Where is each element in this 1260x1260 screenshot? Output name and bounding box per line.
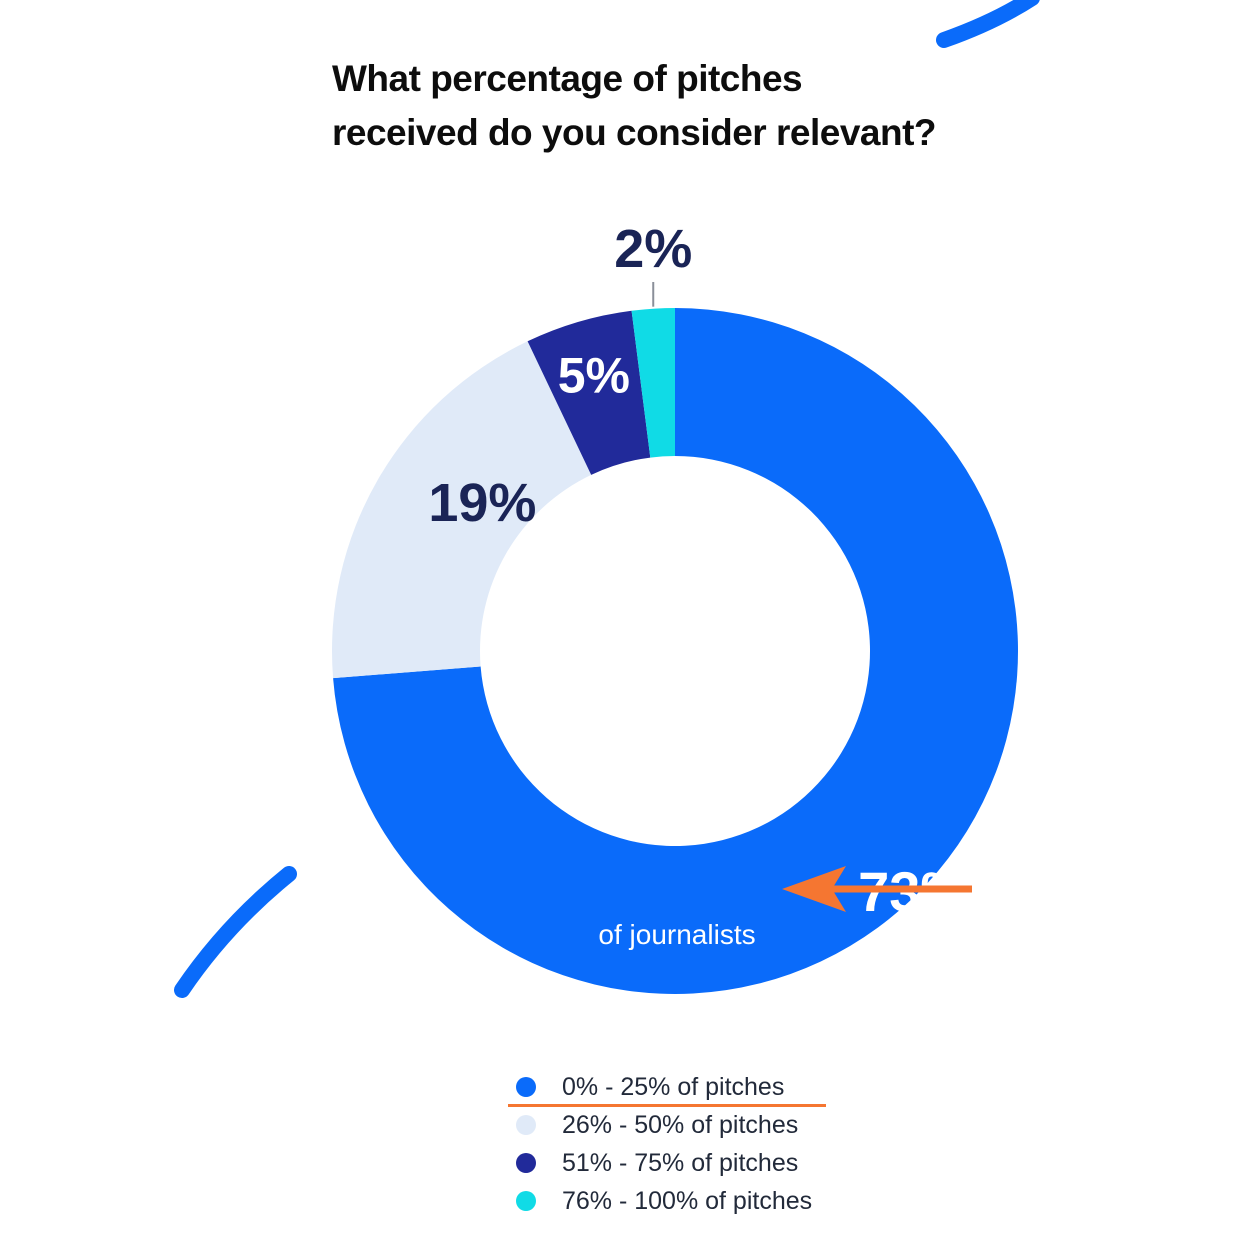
- legend: 0% - 25% of pitches 26% - 50% of pitches 5…: [508, 1068, 936, 1220]
- legend-highlight-underline: [508, 1104, 826, 1107]
- slice-label-3: 2%: [614, 219, 692, 279]
- legend-item-1: 26% - 50% of pitches: [516, 1106, 936, 1144]
- chart-title: What percentage of pitches received do y…: [332, 52, 1092, 160]
- annotation-arrow-head: [782, 866, 846, 912]
- legend-swatch-3: [516, 1191, 536, 1211]
- slice-3: [631, 308, 675, 458]
- legend-label-3: 76% - 100% of pitches: [562, 1186, 813, 1215]
- decor-stroke-top-right: [936, 0, 1040, 48]
- legend-item-2: 51% - 75% of pitches: [516, 1144, 936, 1182]
- annotation-arrow: [782, 866, 972, 912]
- legend-swatch-2: [516, 1153, 536, 1173]
- slice-labels: 73%19%5%2%: [428, 219, 970, 923]
- legend-item-3: 76% - 100% of pitches: [516, 1182, 936, 1220]
- legend-label-1: 26% - 50% of pitches: [562, 1110, 799, 1139]
- legend-swatch-0: [516, 1077, 536, 1097]
- chart-title-line-2: received do you consider relevant?: [332, 112, 937, 153]
- slice-0: [333, 308, 1019, 994]
- decor-stroke-bottom-left: [174, 866, 297, 998]
- slice-label-2: 5%: [558, 348, 630, 404]
- slice-2: [527, 310, 651, 475]
- legend-swatch-1: [516, 1115, 536, 1135]
- legend-label-0: 0% - 25% of pitches: [562, 1072, 785, 1101]
- donut-slices: [332, 308, 1019, 994]
- highlight-caption: of journalists: [598, 919, 755, 950]
- slice-label-1: 19%: [428, 473, 536, 533]
- slice-1: [332, 341, 592, 679]
- chart-title-line-1: What percentage of pitches: [332, 58, 803, 99]
- legend-item-0: 0% - 25% of pitches: [508, 1068, 936, 1107]
- legend-label-2: 51% - 75% of pitches: [562, 1148, 799, 1177]
